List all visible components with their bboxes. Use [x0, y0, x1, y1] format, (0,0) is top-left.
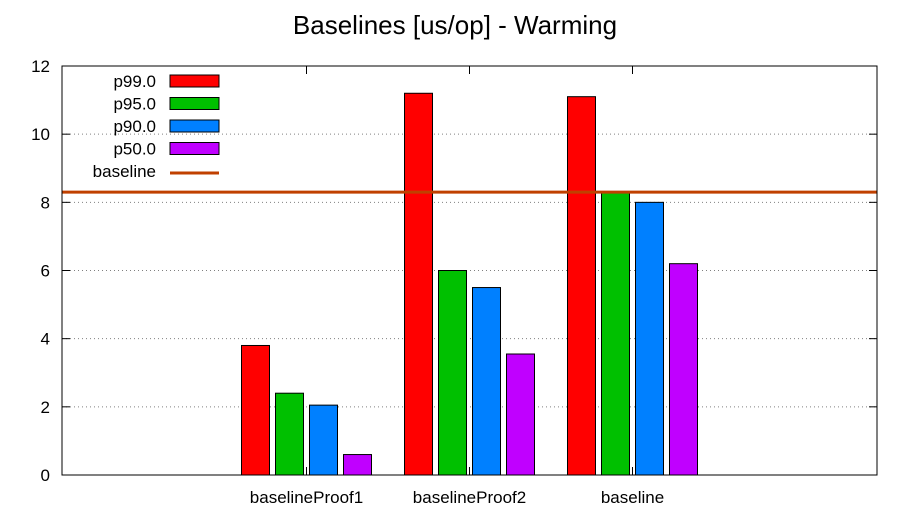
x-tick-label: baselineProof1 — [250, 488, 363, 507]
y-tick-label: 6 — [41, 262, 50, 281]
bars — [241, 92, 698, 476]
legend-swatch — [169, 142, 220, 155]
legend-label: p50.0 — [113, 140, 156, 159]
legend-label: baseline — [93, 162, 156, 181]
bar-p99.0-baselineProof2 — [404, 92, 433, 476]
x-axis: baselineProof1 baselineProof2 baseline — [250, 66, 664, 507]
bar-p95.0-baselineProof1 — [275, 392, 304, 476]
bar-p90.0-baselineProof1 — [309, 404, 338, 476]
y-tick-label: 4 — [41, 330, 50, 349]
bar-p50.0-baseline — [669, 263, 698, 476]
legend-label: p90.0 — [113, 117, 156, 136]
y-tick-label: 10 — [31, 125, 50, 144]
gridlines — [62, 133, 877, 408]
y-tick-label: 8 — [41, 193, 50, 212]
bar-p50.0-baselineProof1 — [343, 454, 372, 476]
y-tick-label: 2 — [41, 398, 50, 417]
legend: p99.0 p95.0 p90.0 p50.0 baseline — [93, 72, 220, 181]
y-tick-label: 12 — [31, 57, 50, 76]
bar-p90.0-baselineProof2 — [472, 287, 501, 476]
legend-label: p95.0 — [113, 95, 156, 114]
legend-label: p99.0 — [113, 72, 156, 91]
bar-p99.0-baseline — [567, 96, 596, 476]
bar-p90.0-baseline — [635, 201, 664, 476]
bar-p99.0-baselineProof1 — [241, 344, 270, 476]
y-tick-label: 0 — [41, 466, 50, 485]
bar-p95.0-baselineProof2 — [438, 270, 467, 476]
legend-swatch — [169, 119, 220, 133]
bar-p50.0-baselineProof2 — [506, 353, 535, 476]
legend-swatch — [169, 74, 220, 88]
x-tick-label: baselineProof2 — [413, 488, 526, 507]
legend-swatch — [169, 97, 220, 110]
y-axis: 0 2 4 6 8 10 12 — [31, 57, 877, 485]
x-tick-label: baseline — [601, 488, 664, 507]
bar-p95.0-baseline — [601, 191, 630, 476]
chart-title: Baselines [us/op] - Warming — [292, 10, 618, 40]
